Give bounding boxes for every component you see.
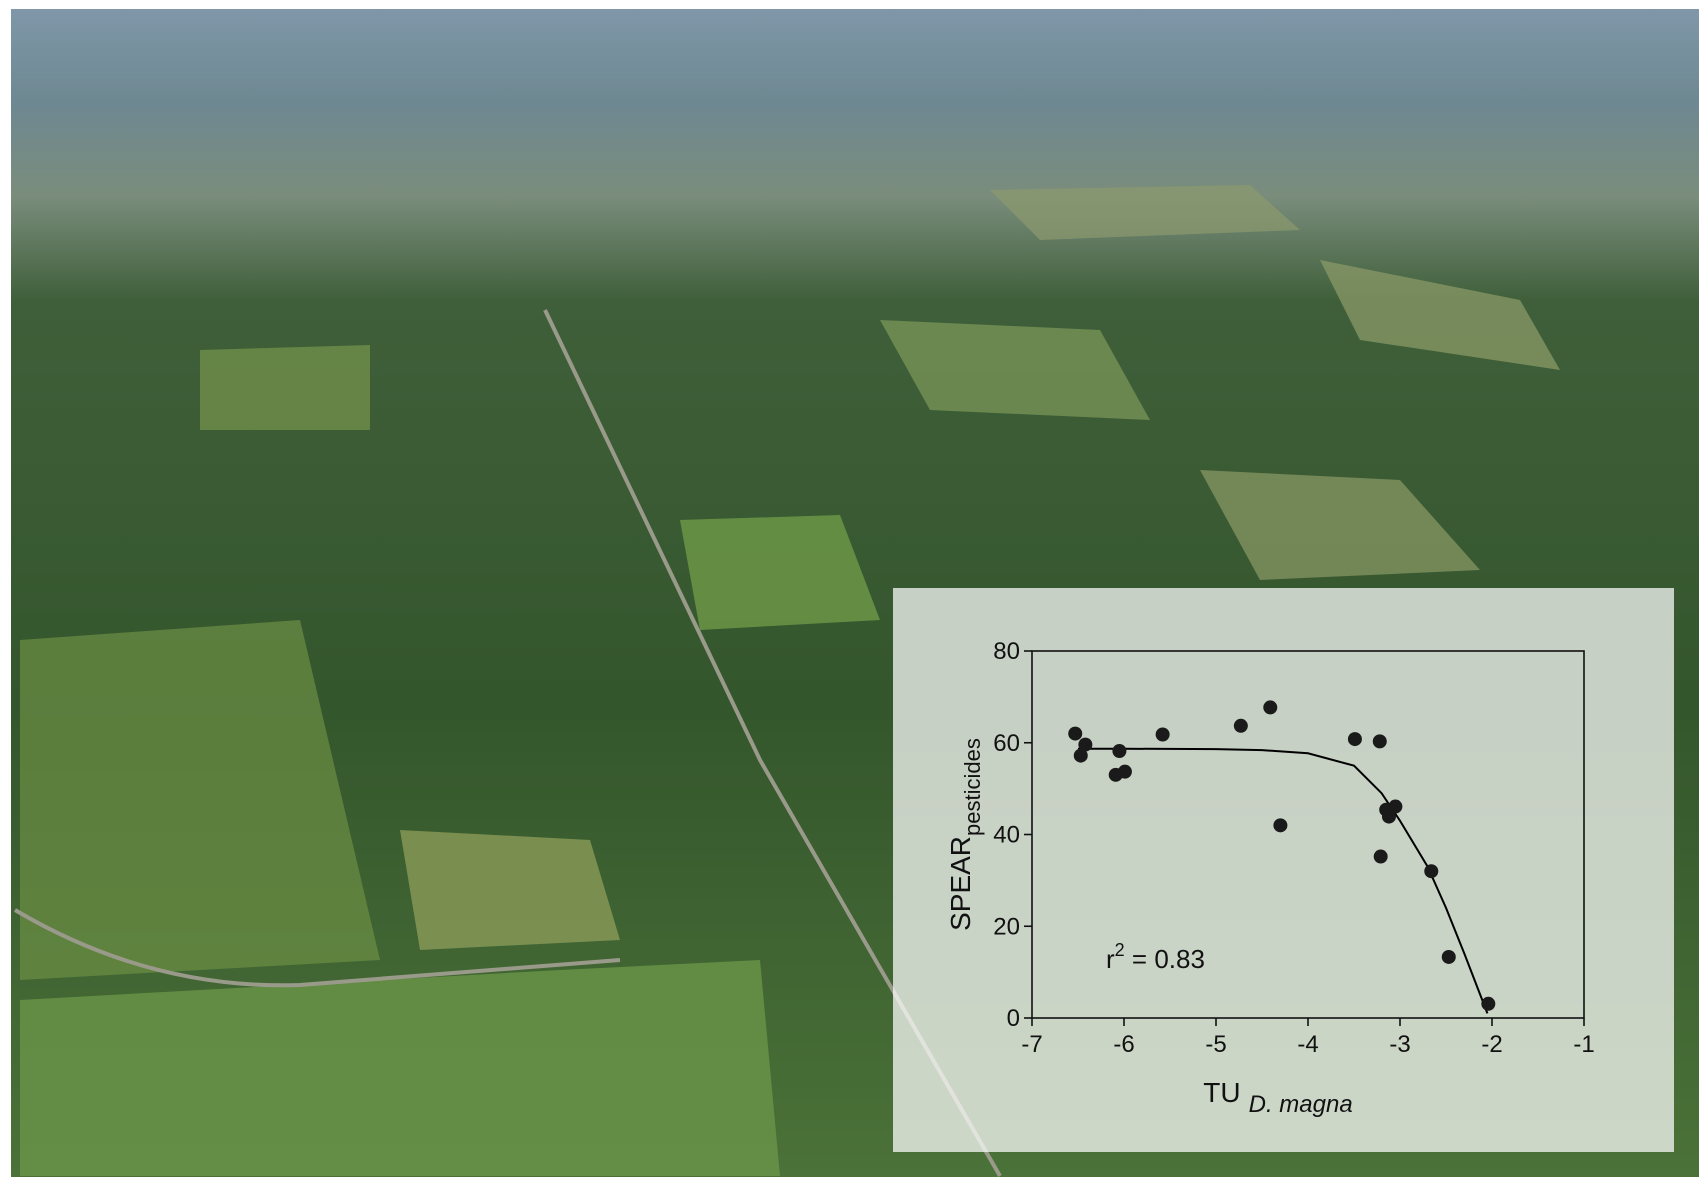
- fit-curve: [1078, 747, 1489, 1014]
- data-point: [1381, 809, 1396, 824]
- data-point: [1372, 734, 1387, 749]
- inset-panel: [893, 588, 1674, 1152]
- data-point: [1481, 996, 1496, 1011]
- x-tick-label: -6: [1113, 1031, 1134, 1058]
- data-point: [1078, 737, 1093, 752]
- y-tick-label: 60: [993, 730, 1020, 757]
- data-point: [1373, 849, 1388, 864]
- data-point: [1117, 764, 1132, 779]
- y-tick-label: 80: [993, 638, 1020, 665]
- x-tick-label: -2: [1481, 1031, 1502, 1058]
- chart: -7 -6 -5 -4 -3 -2 -1 0 20 40 60 80 TU D. magna SPEARpe…: [945, 638, 1595, 1118]
- x-tick-label: -3: [1389, 1031, 1410, 1058]
- x-tick-label: -1: [1573, 1031, 1594, 1058]
- data-point: [1441, 949, 1456, 964]
- x-tick-label: -7: [1021, 1031, 1042, 1058]
- annotation-sup: 2: [1115, 940, 1125, 960]
- y-tick-label: 40: [993, 822, 1020, 849]
- data-point: [1068, 726, 1083, 741]
- x-axis-label: TU D. magna: [1203, 1077, 1352, 1118]
- x-tick-label: -4: [1297, 1031, 1318, 1058]
- x-label-sub: D. magna: [1249, 1091, 1353, 1118]
- x-tick-label: -5: [1205, 1031, 1226, 1058]
- annotation: r2 = 0.83: [1106, 940, 1205, 974]
- data-point: [1273, 818, 1288, 833]
- data-point: [1388, 799, 1403, 814]
- x-label-main: TU: [1203, 1077, 1240, 1108]
- y-label-sub: pesticides: [960, 738, 985, 836]
- y-label-main: SPEAR: [945, 836, 976, 931]
- data-point: [1347, 732, 1362, 747]
- annotation-rest: = 0.83: [1125, 944, 1205, 974]
- annotation-base: r: [1106, 944, 1115, 974]
- data-point: [1263, 700, 1278, 715]
- data-point: [1112, 744, 1127, 759]
- y-tick-label: 0: [1007, 1005, 1020, 1032]
- data-point: [1233, 718, 1248, 733]
- data-point: [1073, 748, 1088, 763]
- y-tick-label: 20: [993, 913, 1020, 940]
- data-point: [1155, 727, 1170, 742]
- data-point: [1424, 864, 1439, 879]
- y-axis-label: SPEARpesticides: [945, 738, 985, 931]
